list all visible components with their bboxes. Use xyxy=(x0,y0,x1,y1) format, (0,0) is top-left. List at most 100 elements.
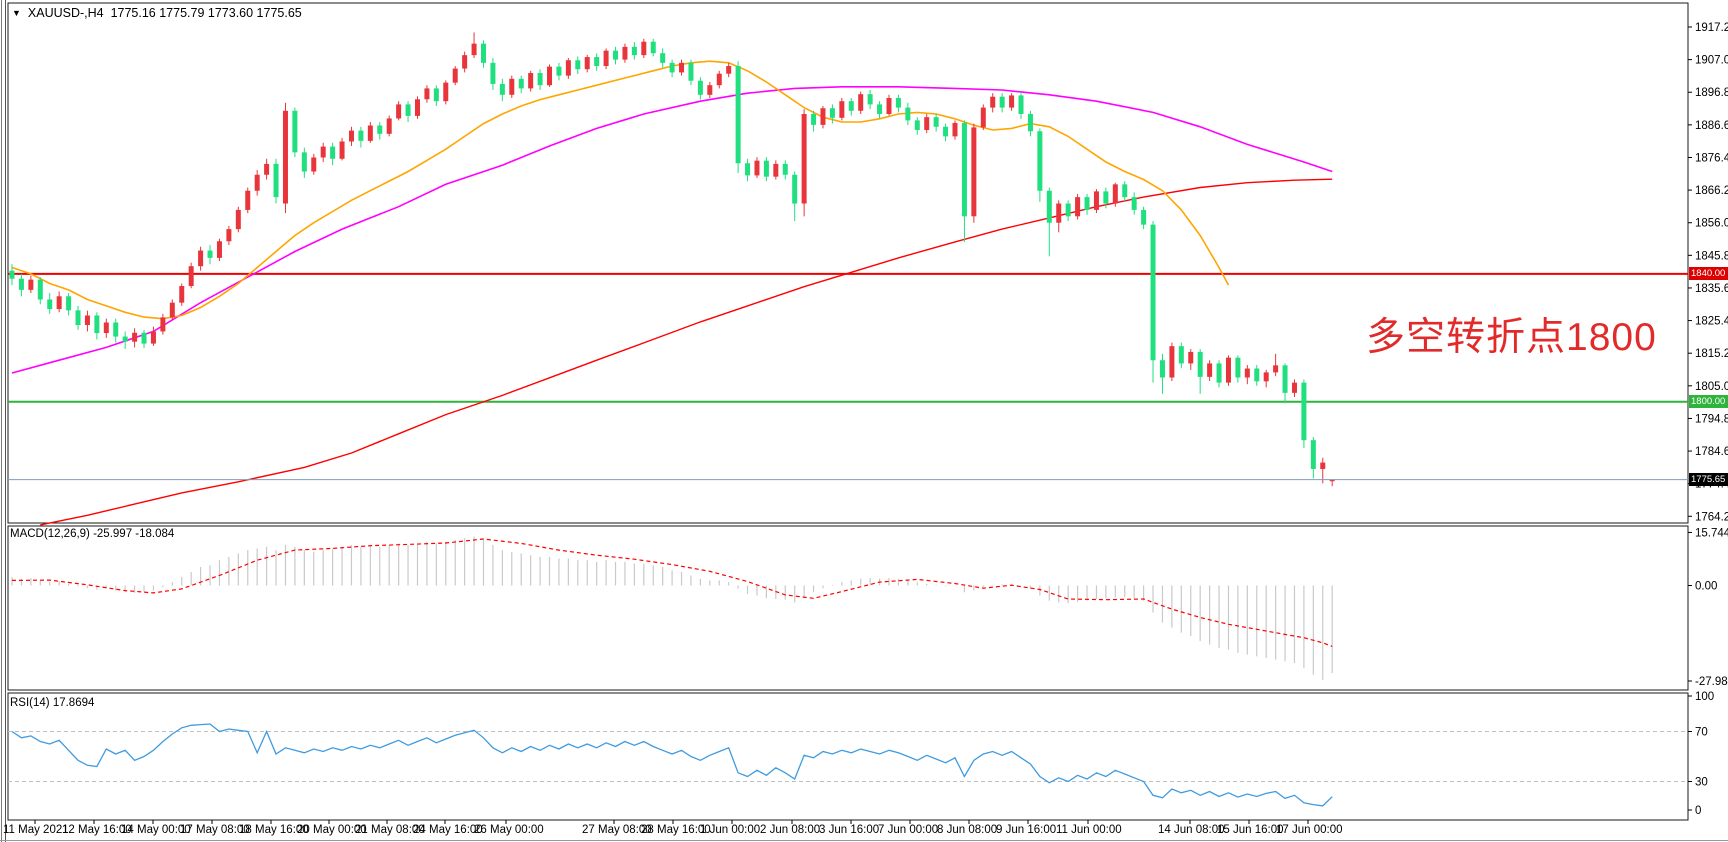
price-axis-label[interactable]: 1907.00 xyxy=(1695,55,1728,67)
candle-body xyxy=(75,310,81,326)
price-axis-label[interactable]: 1896.80 xyxy=(1695,87,1728,99)
rsi-axis-label[interactable]: 30 xyxy=(1695,777,1708,789)
price-axis-label[interactable]: 1845.80 xyxy=(1695,250,1728,262)
candle-body xyxy=(18,278,24,290)
candle-body xyxy=(169,302,175,318)
candle-body xyxy=(1037,131,1043,191)
price-axis-label[interactable]: 1764.20 xyxy=(1695,511,1728,523)
time-axis-label[interactable]: 14 May 00:00 xyxy=(121,824,191,836)
price-axis-label[interactable]: 1866.20 xyxy=(1695,185,1728,197)
time-axis-label[interactable]: 20 May 00:00 xyxy=(297,824,367,836)
time-axis-label[interactable]: 2 Jun 08:00 xyxy=(760,824,820,836)
candle-body xyxy=(754,160,760,176)
candle-body xyxy=(839,101,845,118)
price-axis-label[interactable]: 1876.40 xyxy=(1695,152,1728,164)
time-axis-label[interactable]: 14 Jun 08:00 xyxy=(1158,824,1225,836)
time-axis-label[interactable]: 1 Jun 00:00 xyxy=(700,824,760,836)
time-axis-label[interactable]: 18 May 16:00 xyxy=(239,824,309,836)
annotation-text[interactable]: 多空转折点1800 xyxy=(1366,316,1657,359)
candle-body xyxy=(56,296,62,310)
candle-body xyxy=(377,125,383,134)
time-axis-label[interactable]: 11 Jun 00:00 xyxy=(1056,824,1122,836)
chart-title-text: XAUUSD-,H4 1775.16 1775.79 1773.60 1775.… xyxy=(27,6,302,20)
rsi-axis-label[interactable]: 70 xyxy=(1695,727,1708,739)
candle-body xyxy=(924,117,930,130)
macd-axis-label[interactable]: 15.744 xyxy=(1695,527,1728,539)
price-axis-label[interactable]: 1835.60 xyxy=(1695,283,1728,295)
time-axis-label[interactable]: 21 May 08:00 xyxy=(355,824,425,836)
time-axis-label[interactable]: 11 May 2021 xyxy=(3,824,69,836)
macd-axis-label[interactable]: -27.984 xyxy=(1695,676,1728,688)
candle-body xyxy=(179,286,185,303)
price-axis-label[interactable]: 1825.40 xyxy=(1695,316,1728,328)
candle-body xyxy=(37,279,43,300)
candle-body xyxy=(1046,190,1052,223)
price-pane-frame xyxy=(7,2,1689,524)
candle-body xyxy=(245,190,251,210)
price-axis-label[interactable]: 1917.20 xyxy=(1695,22,1728,34)
candle-body xyxy=(650,41,656,54)
time-axis-label[interactable]: 8 Jun 08:00 xyxy=(937,824,997,836)
time-axis-label[interactable]: 17 Jun 00:00 xyxy=(1276,824,1343,836)
candle-body xyxy=(28,279,34,290)
candle-body xyxy=(641,41,647,56)
candle-body xyxy=(358,130,364,141)
price-axis-label[interactable]: 1856.00 xyxy=(1695,218,1728,230)
candle-body xyxy=(773,163,779,177)
candle-body xyxy=(1188,351,1194,364)
candle-body xyxy=(443,82,449,102)
candle-body xyxy=(311,157,317,172)
candle-body xyxy=(103,322,109,334)
candle-body xyxy=(622,46,628,60)
candle-body xyxy=(509,78,515,95)
candle-body xyxy=(1207,363,1213,377)
price-axis-label[interactable]: 1784.60 xyxy=(1695,446,1728,458)
macd-signal-line xyxy=(11,538,1333,647)
candle-body xyxy=(735,66,741,164)
candle-body xyxy=(386,118,392,134)
candle-body xyxy=(716,73,722,86)
candle-body xyxy=(396,104,402,119)
time-axis-label[interactable]: 7 Jun 00:00 xyxy=(878,824,938,836)
price-axis-label[interactable]: 1794.80 xyxy=(1695,413,1728,425)
chart-title: ▼ XAUUSD-,H4 1775.16 1775.79 1773.60 177… xyxy=(12,6,302,20)
candle-body xyxy=(216,241,222,258)
candle-body xyxy=(348,130,354,142)
price-tag-support: 1800.00 xyxy=(1689,395,1728,409)
price-axis-label[interactable]: 1886.60 xyxy=(1695,120,1728,132)
macd-axis-label[interactable]: 0.00 xyxy=(1695,581,1717,593)
candle-body xyxy=(1169,346,1175,378)
candle-body xyxy=(528,73,534,89)
rsi-axis-label[interactable]: 0 xyxy=(1695,805,1701,817)
candle-body xyxy=(565,60,571,76)
candle-body xyxy=(254,174,260,191)
time-axis-label[interactable]: 12 May 16:00 xyxy=(62,824,132,836)
candle-body xyxy=(1131,197,1137,210)
time-axis-label[interactable]: 24 May 16:00 xyxy=(413,824,483,836)
time-axis-label[interactable]: 28 May 16:00 xyxy=(641,824,711,836)
candle-body xyxy=(481,43,486,63)
rsi-axis-label[interactable]: 100 xyxy=(1695,691,1714,703)
price-axis-label[interactable]: 1805.00 xyxy=(1695,381,1728,393)
symbol-dropdown-icon[interactable]: ▼ xyxy=(12,8,21,18)
candle-body xyxy=(405,104,411,116)
candle-body xyxy=(452,68,458,83)
time-axis-label[interactable]: 27 May 08:00 xyxy=(582,824,652,836)
candle-body xyxy=(150,331,156,344)
candle-body xyxy=(490,62,496,84)
time-axis-label[interactable]: 3 Jun 16:00 xyxy=(819,824,879,836)
time-axis-label[interactable]: 15 Jun 16:00 xyxy=(1217,824,1284,836)
time-axis-label[interactable]: 9 Jun 16:00 xyxy=(996,824,1056,836)
time-axis-label[interactable]: 17 May 08:00 xyxy=(180,824,250,836)
price-axis-label[interactable]: 1815.20 xyxy=(1695,348,1728,360)
candle-body xyxy=(867,94,873,105)
time-axis-label[interactable]: 26 May 00:00 xyxy=(474,824,544,836)
candle-body xyxy=(980,107,986,128)
candle-body xyxy=(330,146,336,159)
candle-body xyxy=(1197,351,1203,377)
candle-body xyxy=(1320,462,1326,469)
macd-pane-frame xyxy=(7,525,1689,691)
candle-body xyxy=(188,266,194,287)
